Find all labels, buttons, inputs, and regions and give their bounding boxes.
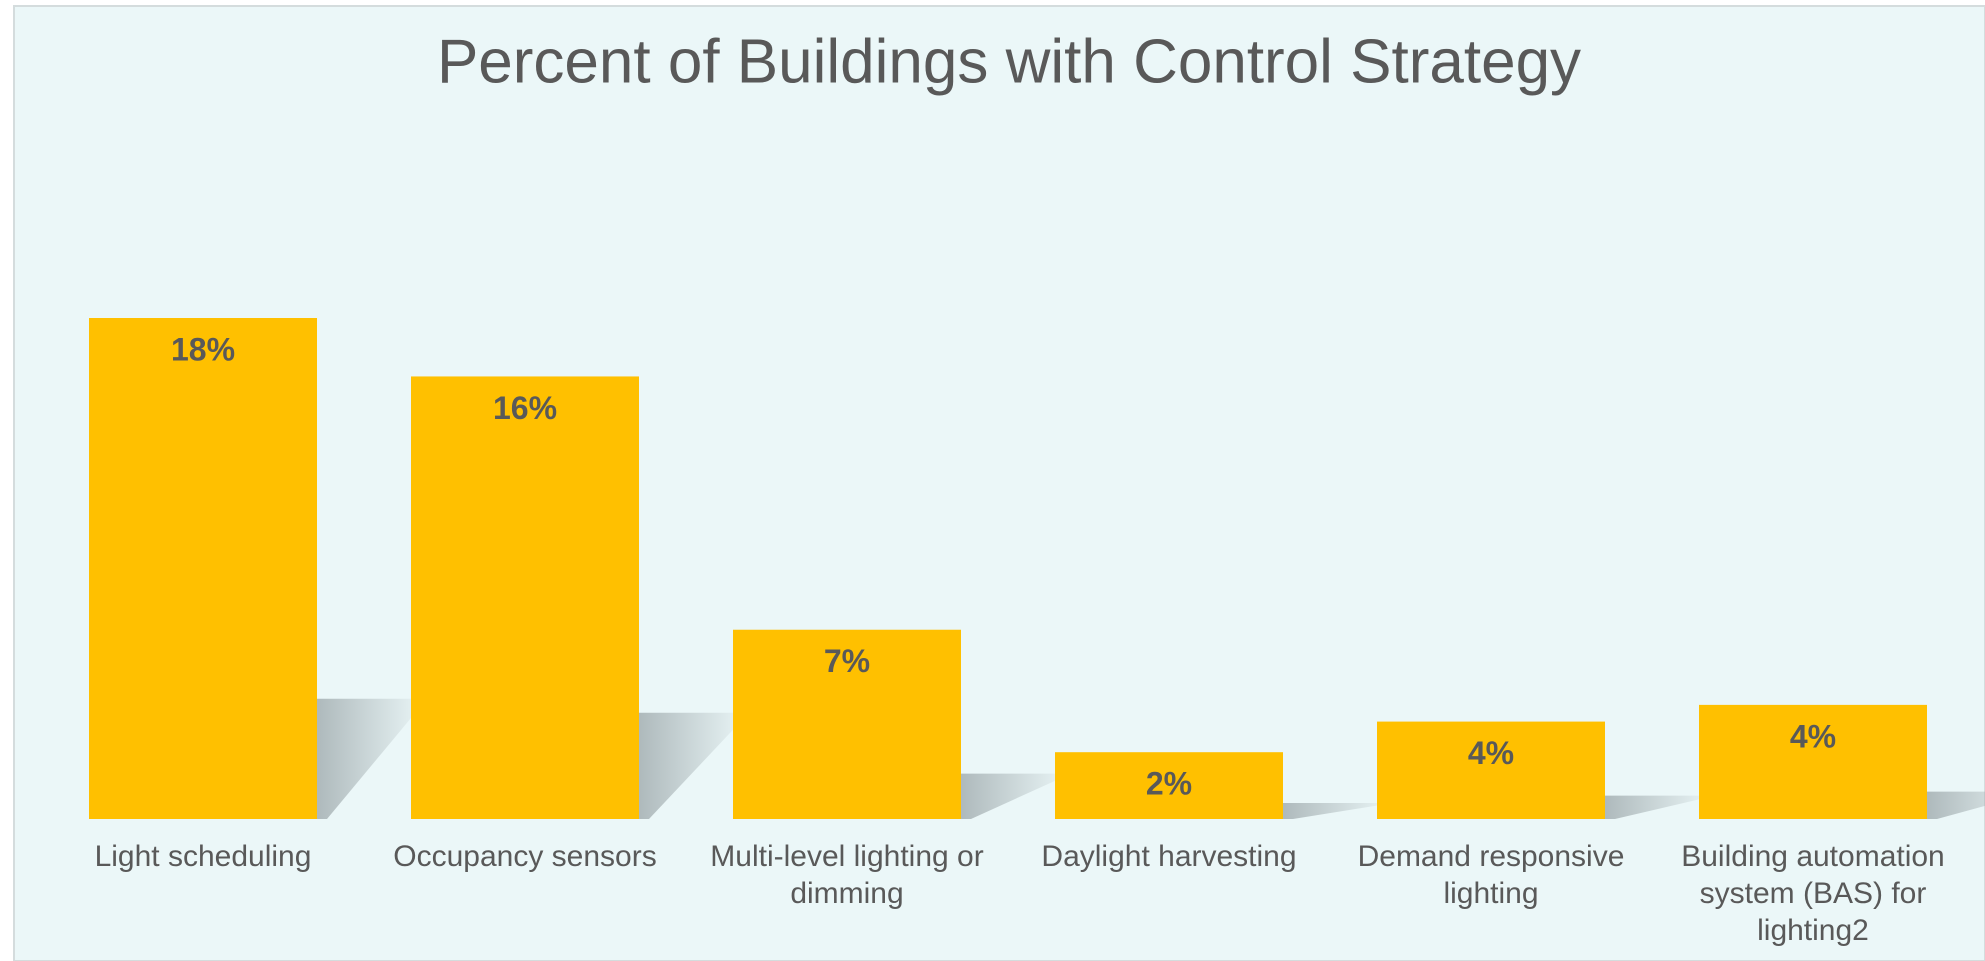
bar-shadow [961,773,1071,819]
data-label: 7% [824,643,870,679]
bar [89,318,317,819]
bar-shadow [639,712,749,819]
data-label: 2% [1146,766,1192,802]
x-tick-label: Building automation system (BAS) for light… [1681,840,1945,947]
bar-shadow [1605,795,1715,819]
data-label: 4% [1468,735,1514,771]
bar [1377,721,1605,819]
bar [1699,704,1927,819]
bar [411,376,639,819]
bar-shadow [1283,802,1393,819]
bar-shadow [1927,791,1985,819]
data-label: 18% [171,331,235,367]
x-tick-label: Multi-level lighting or dimming [710,840,983,910]
x-tick-label: Daylight harvesting [1041,840,1296,873]
bar [1055,752,1283,819]
data-label: 4% [1790,718,1836,754]
x-tick-label: Occupancy sensors [393,840,656,873]
chart-title: Percent of Buildings with Control Strate… [437,27,1581,96]
data-label: 16% [493,390,557,426]
bar-shadow [317,698,427,819]
bar [733,629,961,819]
x-tick-label: Demand responsive lighting [1358,840,1625,910]
x-tick-label: Light scheduling [95,840,312,873]
